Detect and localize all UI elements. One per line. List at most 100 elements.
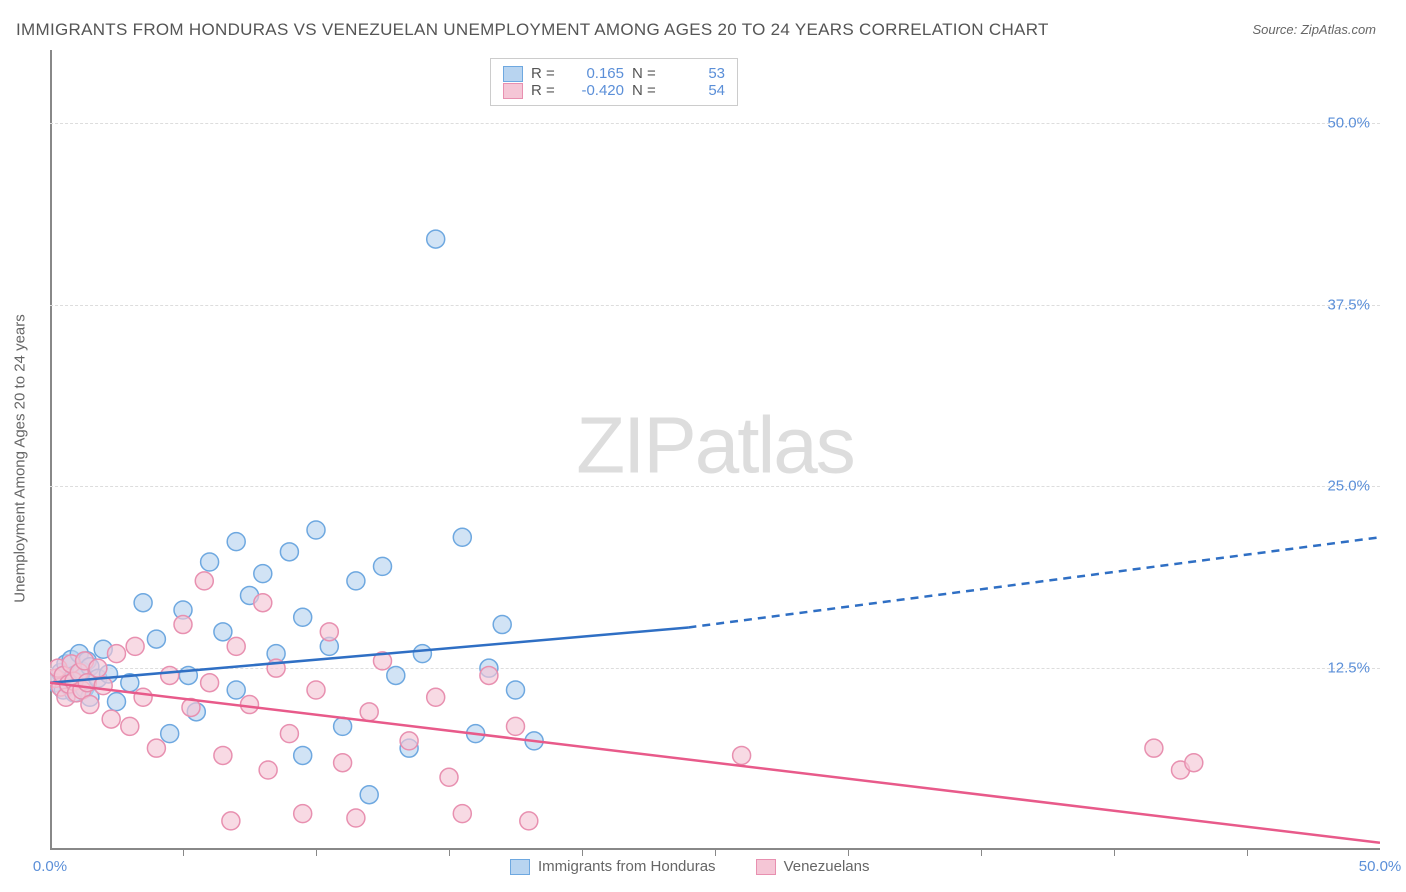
data-point bbox=[241, 696, 259, 714]
data-point bbox=[222, 812, 240, 830]
data-point bbox=[280, 725, 298, 743]
data-point bbox=[347, 572, 365, 590]
data-point bbox=[57, 655, 75, 673]
legend-swatch-honduras bbox=[510, 859, 530, 875]
data-point bbox=[70, 664, 88, 682]
data-point bbox=[134, 688, 152, 706]
legend-swatch-0 bbox=[503, 66, 523, 82]
correlation-legend: R = 0.165 N = 53 R = -0.420 N = 54 bbox=[490, 58, 738, 106]
y-axis-line bbox=[50, 50, 52, 850]
y-tick-label: 25.0% bbox=[1327, 478, 1370, 495]
data-point bbox=[507, 717, 525, 735]
data-point bbox=[280, 543, 298, 561]
gridline bbox=[50, 305, 1380, 306]
data-point bbox=[62, 655, 80, 673]
data-point bbox=[161, 725, 179, 743]
n-label-0: N = bbox=[632, 65, 662, 82]
data-point bbox=[65, 672, 83, 690]
data-point bbox=[733, 746, 751, 764]
legend-item-1: Venezuelans bbox=[756, 858, 870, 875]
data-point bbox=[520, 812, 538, 830]
data-point bbox=[294, 805, 312, 823]
data-point bbox=[68, 668, 86, 686]
x-tick-mark bbox=[715, 850, 716, 856]
data-point bbox=[68, 684, 86, 702]
legend-swatch-venezuelans bbox=[756, 859, 776, 875]
data-point bbox=[374, 557, 392, 575]
chart-area: Unemployment Among Ages 20 to 24 years Z… bbox=[50, 50, 1380, 850]
data-point bbox=[195, 572, 213, 590]
data-point bbox=[108, 645, 126, 663]
data-point bbox=[427, 230, 445, 248]
data-point bbox=[493, 616, 511, 634]
legend-swatch-1 bbox=[503, 83, 523, 99]
x-tick-mark bbox=[848, 850, 849, 856]
r-label-0: R = bbox=[531, 65, 561, 82]
data-point bbox=[73, 662, 91, 680]
data-point bbox=[126, 637, 144, 655]
data-point bbox=[1185, 754, 1203, 772]
data-point bbox=[214, 746, 232, 764]
gridline bbox=[50, 486, 1380, 487]
x-tick-mark bbox=[1247, 850, 1248, 856]
data-point bbox=[453, 528, 471, 546]
data-point bbox=[400, 739, 418, 757]
y-axis-label: Unemployment Among Ages 20 to 24 years bbox=[12, 314, 29, 603]
data-point bbox=[201, 674, 219, 692]
y-tick-label: 12.5% bbox=[1327, 660, 1370, 677]
r-value-1: -0.420 bbox=[569, 82, 624, 99]
n-value-0: 53 bbox=[670, 65, 725, 82]
gridline bbox=[50, 123, 1380, 124]
data-point bbox=[73, 681, 91, 699]
series-legend: Immigrants from Honduras Venezuelans bbox=[510, 858, 869, 875]
gridline bbox=[50, 668, 1380, 669]
data-point bbox=[94, 677, 112, 695]
data-point bbox=[76, 680, 94, 698]
legend-row-1: R = -0.420 N = 54 bbox=[503, 82, 725, 99]
data-point bbox=[121, 717, 139, 735]
data-point bbox=[453, 805, 471, 823]
data-point bbox=[70, 645, 88, 663]
data-point bbox=[54, 681, 72, 699]
data-point bbox=[360, 786, 378, 804]
data-point bbox=[467, 725, 485, 743]
data-point bbox=[307, 521, 325, 539]
x-tick-mark bbox=[981, 850, 982, 856]
legend-label-honduras: Immigrants from Honduras bbox=[538, 858, 716, 875]
data-point bbox=[294, 746, 312, 764]
data-point bbox=[227, 681, 245, 699]
data-point bbox=[254, 594, 272, 612]
watermark-zip: ZIP bbox=[576, 400, 694, 489]
data-point bbox=[320, 623, 338, 641]
data-point bbox=[174, 601, 192, 619]
data-point bbox=[52, 664, 70, 682]
data-point bbox=[427, 688, 445, 706]
regression-line bbox=[50, 683, 1380, 843]
data-point bbox=[81, 688, 99, 706]
x-tick-label: 50.0% bbox=[1359, 858, 1402, 875]
data-point bbox=[1172, 761, 1190, 779]
data-point bbox=[413, 645, 431, 663]
data-point bbox=[214, 623, 232, 641]
data-point bbox=[50, 669, 64, 687]
data-point bbox=[81, 658, 99, 676]
data-point bbox=[89, 669, 107, 687]
y-tick-label: 50.0% bbox=[1327, 114, 1370, 131]
n-value-1: 54 bbox=[670, 82, 725, 99]
data-point bbox=[187, 703, 205, 721]
data-point bbox=[121, 674, 139, 692]
chart-title: IMMIGRANTS FROM HONDURAS VS VENEZUELAN U… bbox=[16, 20, 1049, 40]
data-point bbox=[134, 594, 152, 612]
scatter-svg bbox=[50, 50, 1380, 850]
data-point bbox=[62, 650, 80, 668]
watermark-atlas: atlas bbox=[695, 400, 854, 489]
data-point bbox=[102, 710, 120, 728]
data-point bbox=[267, 645, 285, 663]
data-point bbox=[60, 675, 78, 693]
plot-region: ZIPatlas 12.5%25.0%37.5%50.0% 0.0%50.0% … bbox=[50, 50, 1380, 850]
data-point bbox=[334, 754, 352, 772]
data-point bbox=[254, 565, 272, 583]
legend-item-0: Immigrants from Honduras bbox=[510, 858, 716, 875]
data-point bbox=[227, 533, 245, 551]
x-tick-mark bbox=[1114, 850, 1115, 856]
